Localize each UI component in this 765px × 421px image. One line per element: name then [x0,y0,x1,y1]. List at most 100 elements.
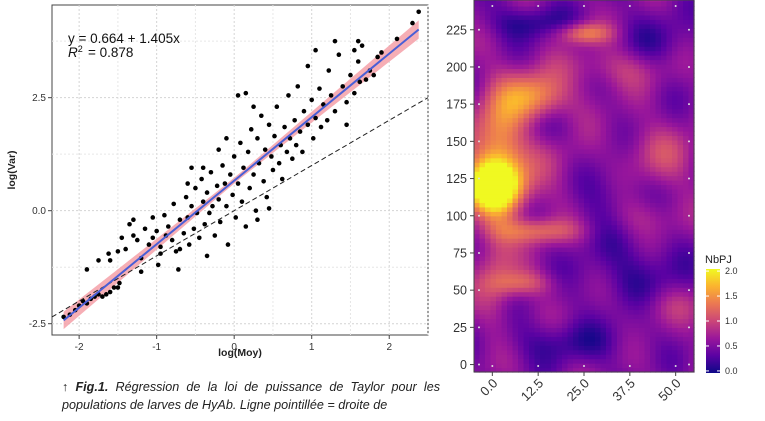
heatmap-cell [595,273,602,279]
heatmap-cell [551,37,558,43]
heatmap-cell [666,233,673,239]
heatmap-cell [666,340,673,346]
heatmap-cell [644,336,651,342]
heatmap-cell [556,122,563,128]
heatmap-cell [573,255,580,261]
heatmap-cell [606,10,613,16]
heatmap-cell [540,99,547,105]
heatmap-cell [490,331,497,337]
heatmap-cell [507,278,514,284]
heatmap-cell [578,99,585,105]
heatmap-cell [639,135,646,141]
heatmap-cell [661,327,668,333]
heatmap-cell [688,193,695,199]
heatmap-cell [683,113,690,119]
heatmap-cell [600,126,607,132]
heatmap-cell [501,278,508,284]
heatmap-cell [485,264,492,270]
heatmap-cell [600,296,607,302]
heatmap-cell [534,148,541,154]
scatter-ticks: -2 -1 0 1 2-2.50.02.5 [29,93,393,353]
heatmap-cell [507,358,514,364]
heatmap-cell [644,90,651,96]
data-point [146,242,152,247]
heatmap-cell [666,224,673,230]
heatmap-cell [688,1,695,7]
heatmap-cell [545,175,552,181]
heatmap-cell [540,104,547,110]
heatmap-cell [540,90,547,96]
heatmap-cell [672,233,679,239]
heatmap-cell [661,171,668,177]
heatmap-cell [523,260,530,266]
heatmap-cell [474,108,481,114]
heatmap-cell [529,104,536,110]
heatmap-cell [479,63,486,70]
heatmap-cell [518,1,525,7]
heatmap-cell [595,46,602,52]
heatmap-cell [507,273,514,279]
heatmap-cell [496,287,503,293]
heatmap-cell [672,139,679,145]
data-point [261,179,266,184]
heatmap-cell [518,10,525,16]
heatmap-cell [507,331,514,337]
heatmap-cell [628,95,635,101]
heatmap-cell [496,72,503,78]
heatmap-cell [518,188,525,195]
heatmap-cell [512,50,519,56]
heatmap-cell [551,68,558,74]
heatmap-cell [474,251,481,257]
heatmap-cell [578,37,585,43]
heatmap-cell [584,327,591,333]
heatmap-cell [688,363,695,369]
heatmap-cell [655,291,662,297]
heatmap-cell [611,1,618,7]
heatmap-cell [617,122,624,128]
heatmap-cell [485,331,492,337]
heatmap-cell [523,126,530,132]
heatmap-cell [611,358,618,364]
heatmap-cell [523,296,530,302]
heatmap-cell [622,162,629,168]
heatmap-cell [540,0,547,3]
heatmap-cell [617,28,624,34]
heatmap-cell [589,0,596,3]
heatmap-cell [540,153,547,159]
heatmap-cell [523,184,530,190]
heatmap-cell [589,206,596,212]
heatmap-cell [523,264,530,270]
heatmap-cell [683,99,690,105]
heatmap-cell [562,309,569,315]
heatmap-cell [677,211,684,217]
heatmap-cell [578,269,585,275]
heatmap-cell [666,331,673,337]
heatmap-cell [589,318,596,324]
heatmap-cell [529,32,536,38]
heatmap-cell [600,327,607,333]
heatmap-cell [540,5,547,12]
data-point [154,228,159,234]
heatmap-cell [688,81,695,87]
heatmap-cell [551,59,558,65]
heatmap-cell [501,193,508,199]
heatmap-cell [639,305,646,311]
heatmap-cell [611,117,618,123]
heatmap-cell [562,251,569,257]
heatmap-cell [474,122,481,128]
heatmap-cell [644,166,651,172]
heatmap-cell [622,367,629,373]
data-point [245,149,251,155]
heatmap-cell [655,90,662,96]
heatmap-cell [567,345,574,351]
heatmap-cell [639,345,646,351]
heatmap-cell [479,126,486,132]
heatmap-cell [490,180,497,186]
heatmap-cell [534,313,541,320]
heatmap-cell [688,5,695,12]
heatmap-cell [650,313,657,320]
heatmap-cell [567,193,574,199]
heatmap-cell [611,153,618,159]
heatmap-cell [556,153,563,159]
heatmap-cell [523,113,530,119]
